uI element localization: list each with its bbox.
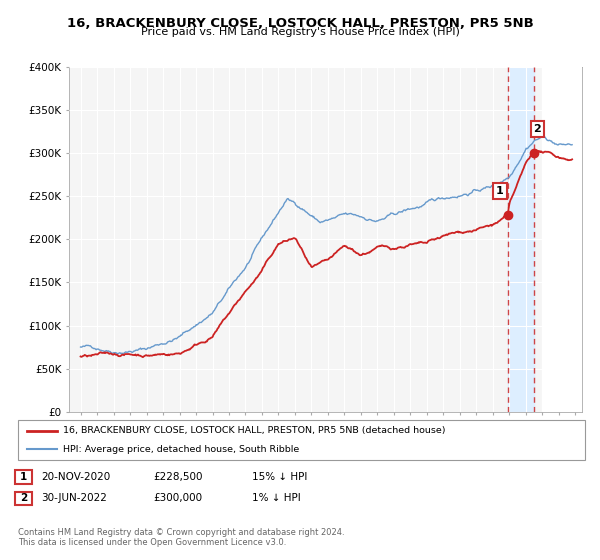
Bar [508, 67, 534, 412]
Text: 15% ↓ HPI: 15% ↓ HPI [252, 472, 307, 482]
Text: 1: 1 [496, 186, 504, 196]
Text: 30-JUN-2022: 30-JUN-2022 [41, 493, 107, 503]
Text: Contains HM Land Registry data © Crown copyright and database right 2024.
This d: Contains HM Land Registry data © Crown c… [18, 528, 344, 547]
Text: £300,000: £300,000 [153, 493, 202, 503]
Bar [542, 67, 584, 412]
Text: 16, BRACKENBURY CLOSE, LOSTOCK HALL, PRESTON, PR5 5NB (detached house): 16, BRACKENBURY CLOSE, LOSTOCK HALL, PRE… [63, 426, 445, 435]
Text: 16, BRACKENBURY CLOSE, LOSTOCK HALL, PRESTON, PR5 5NB: 16, BRACKENBURY CLOSE, LOSTOCK HALL, PRE… [67, 17, 533, 30]
Bar [542, 67, 584, 412]
Text: Price paid vs. HM Land Registry's House Price Index (HPI): Price paid vs. HM Land Registry's House … [140, 27, 460, 38]
Text: 2: 2 [20, 493, 27, 503]
Text: £228,500: £228,500 [153, 472, 203, 482]
Text: HPI: Average price, detached house, South Ribble: HPI: Average price, detached house, Sout… [63, 445, 299, 454]
Text: 2: 2 [533, 124, 541, 134]
Text: 20-NOV-2020: 20-NOV-2020 [41, 472, 110, 482]
Text: 1% ↓ HPI: 1% ↓ HPI [252, 493, 301, 503]
Text: 1: 1 [20, 472, 27, 482]
